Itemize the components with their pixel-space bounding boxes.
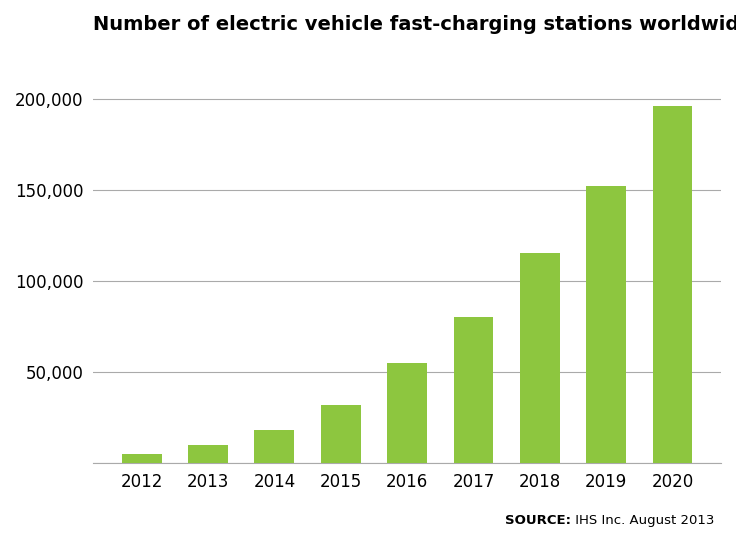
Bar [255, 430, 294, 463]
Text: Number of electric vehicle fast-charging stations worldwide: Number of electric vehicle fast-charging… [93, 15, 736, 34]
Bar [188, 445, 228, 463]
Text: SOURCE:: SOURCE: [505, 514, 570, 527]
Bar [121, 454, 162, 463]
Bar [587, 186, 626, 463]
Bar [653, 106, 693, 463]
Bar [321, 405, 361, 463]
Text: IHS Inc. August 2013: IHS Inc. August 2013 [570, 514, 714, 527]
Bar [387, 363, 427, 463]
Bar [520, 253, 560, 463]
Bar [453, 317, 493, 463]
